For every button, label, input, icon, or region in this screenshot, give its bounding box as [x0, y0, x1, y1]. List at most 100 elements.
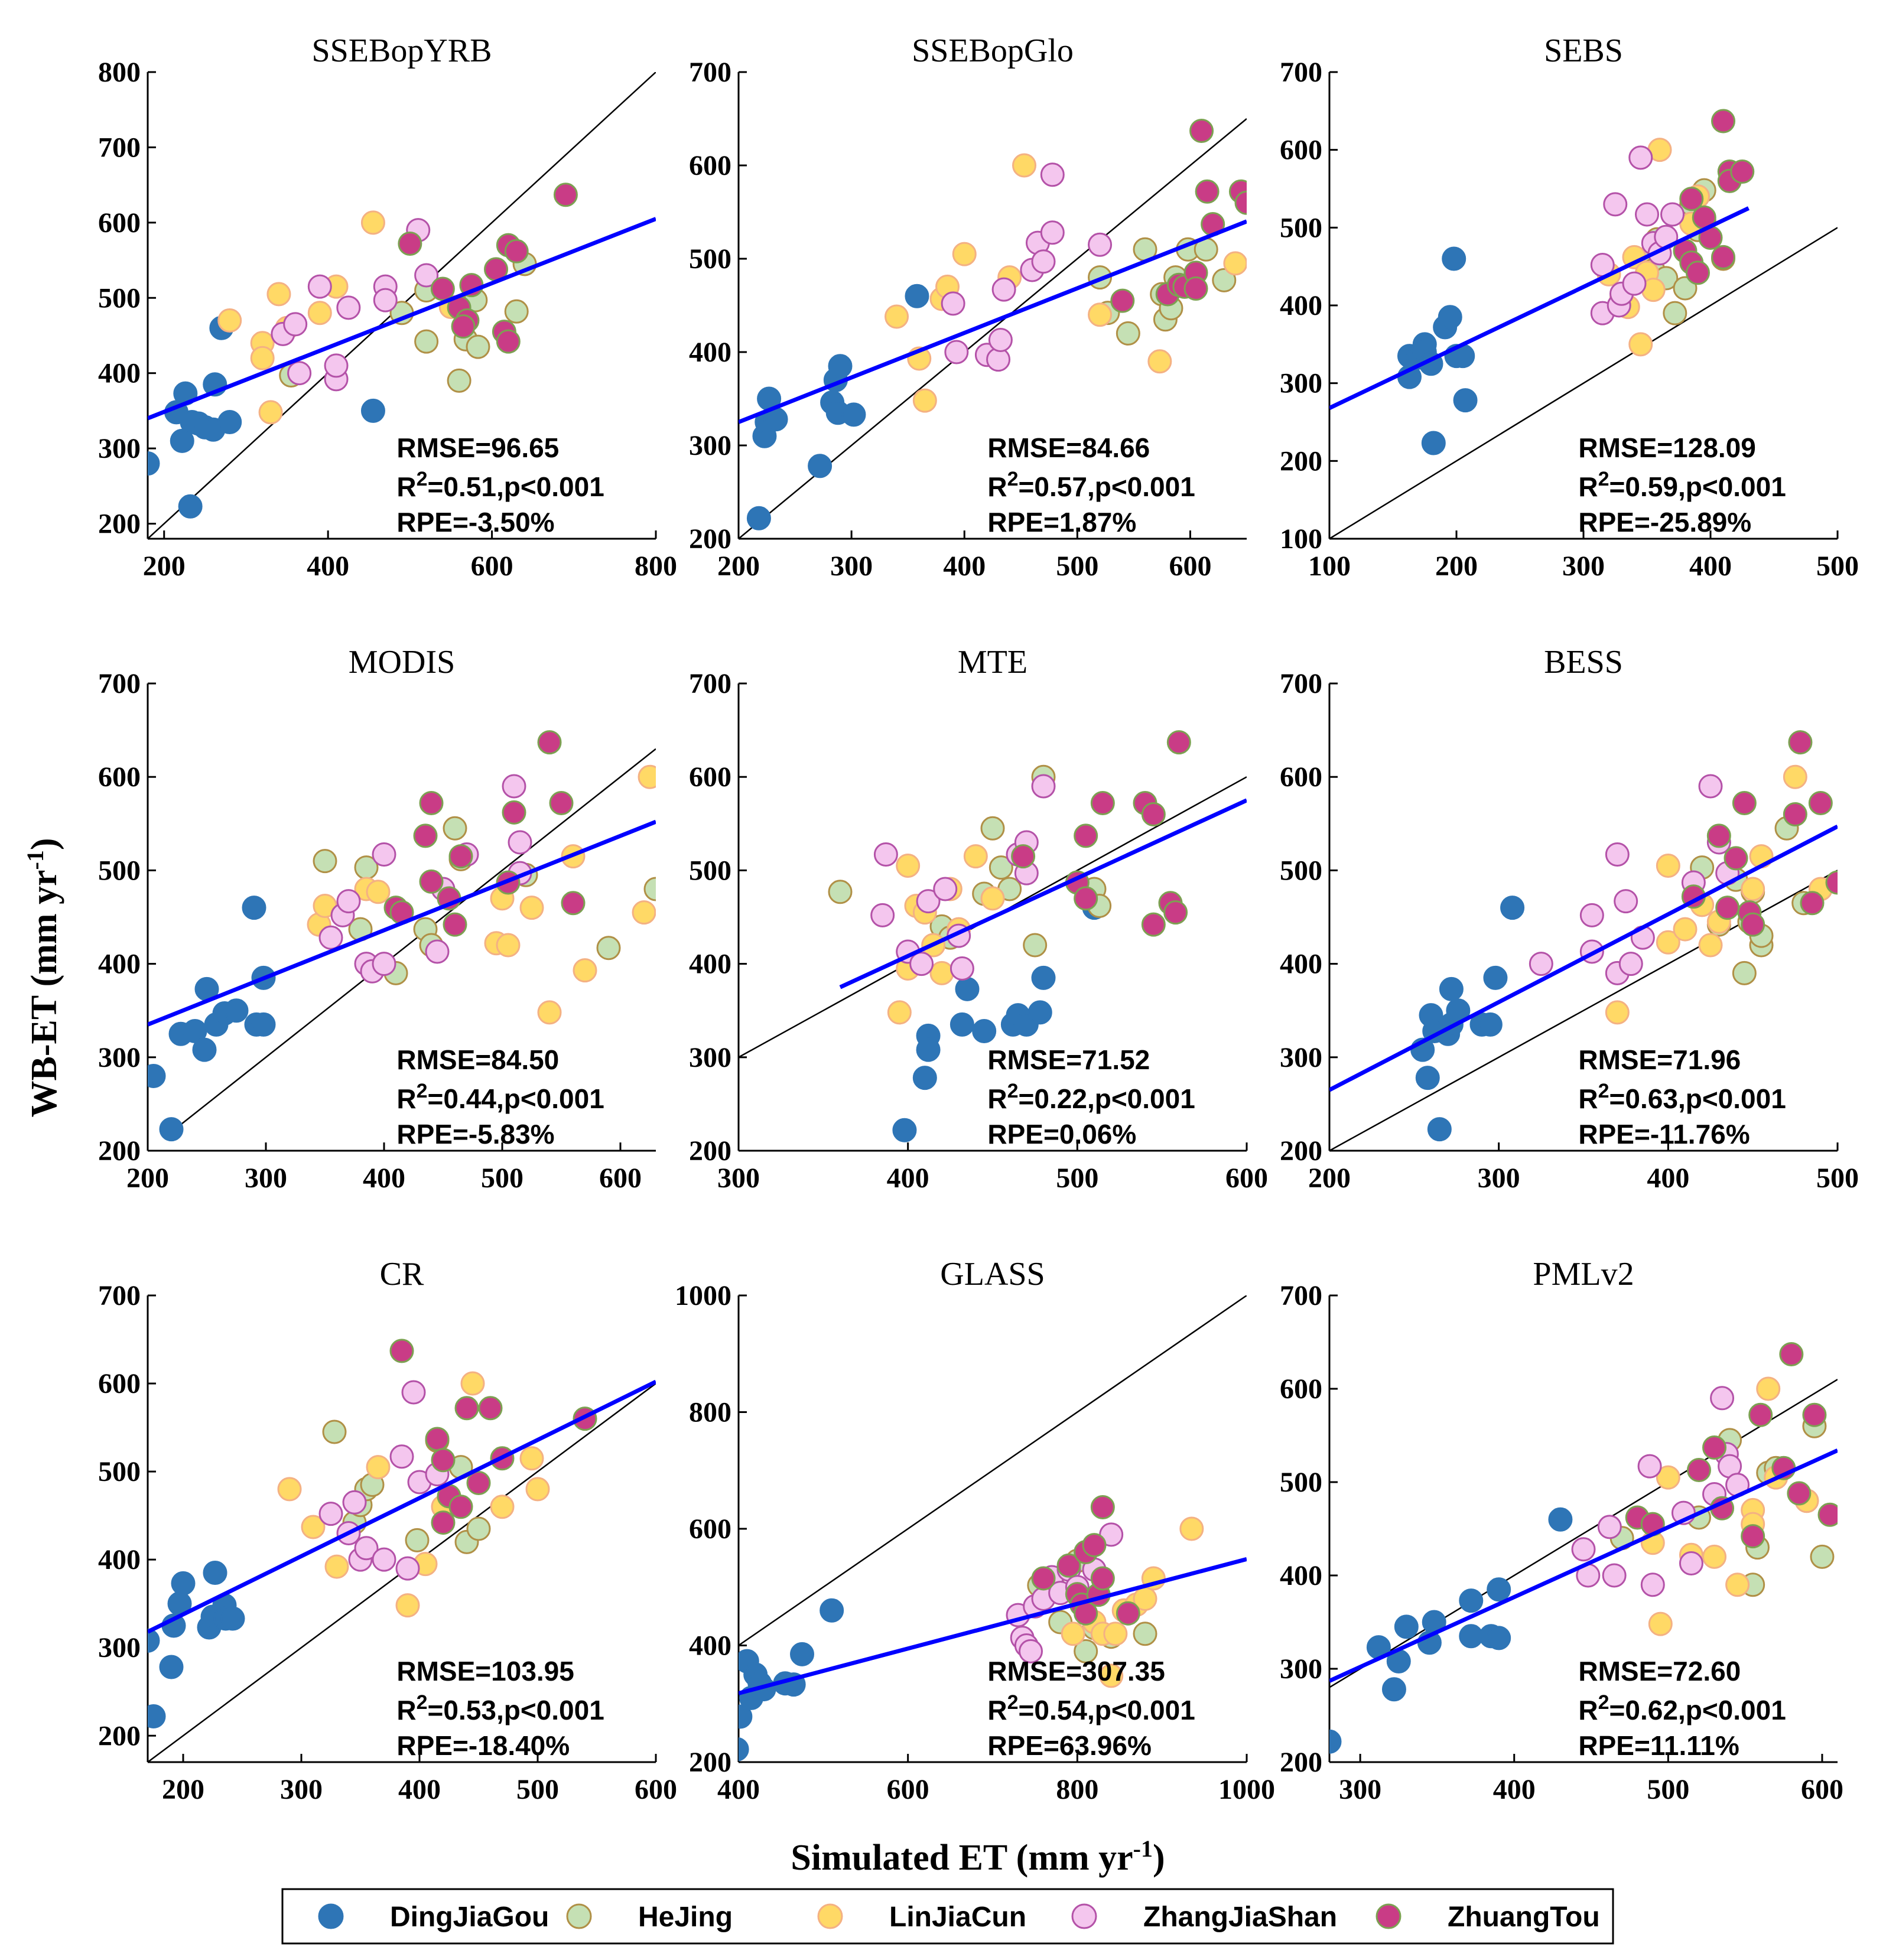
point-zhangjiashan	[1622, 271, 1647, 296]
y-tick-label: 700	[98, 668, 141, 699]
r2-suffix: =0.44,p<0.001	[428, 1083, 604, 1114]
point-zhangjiashan	[1605, 842, 1630, 867]
point-zhuangtou	[1141, 802, 1166, 826]
point-zhuangtou	[1189, 119, 1214, 144]
point-linjiacun	[519, 1446, 544, 1471]
x-tick-label: 600	[471, 551, 513, 582]
r2-superscript: 2	[1598, 468, 1609, 490]
r2-superscript: 2	[1007, 1080, 1019, 1102]
point-zhangjiashan	[395, 1556, 420, 1581]
point-zhuangtou	[443, 912, 467, 937]
r2-prefix: R	[987, 471, 1007, 502]
point-zhangjiashan	[1571, 1537, 1596, 1562]
point-zhangjiashan	[342, 1490, 367, 1515]
plot-area	[148, 72, 656, 539]
point-zhuangtou	[1011, 844, 1036, 869]
r2-suffix: =0.51,p<0.001	[428, 471, 604, 502]
y-tick-label: 300	[98, 433, 141, 464]
y-tick-label: 300	[1280, 1042, 1322, 1073]
rpe-text: RPE=0.06%	[987, 1119, 1136, 1150]
point-dingjiagou	[148, 451, 160, 476]
y-tick-label: 600	[98, 207, 141, 239]
r2-superscript: 2	[417, 1080, 428, 1102]
point-linjiacun	[1673, 917, 1698, 942]
x-tick-label: 300	[245, 1163, 287, 1194]
point-zhuangtou	[389, 1339, 414, 1363]
point-zhangjiashan	[354, 1536, 379, 1561]
point-hejing	[1732, 961, 1757, 985]
point-dingjiagou	[790, 1642, 814, 1666]
point-linjiacun	[1698, 933, 1723, 958]
r2-prefix: R	[987, 1083, 1007, 1114]
point-zhuangtou	[1715, 896, 1740, 920]
point-zhangjiashan	[373, 288, 398, 312]
point-dingjiagou	[148, 1628, 160, 1653]
y-tick-label: 400	[98, 949, 141, 980]
point-linjiacun	[250, 346, 275, 370]
point-zhangjiashan	[1603, 192, 1628, 217]
y-tick-label: 400	[98, 358, 141, 389]
point-dingjiagou	[203, 1561, 227, 1585]
x-tick-label: 300	[1478, 1163, 1520, 1194]
y-tick-label: 200	[1280, 1135, 1322, 1167]
y-tick-label: 500	[98, 1456, 141, 1487]
fit-line	[739, 219, 1247, 424]
point-zhuangtou	[1783, 802, 1807, 826]
y-tick-label: 400	[689, 1630, 731, 1662]
point-zhangjiashan	[372, 842, 396, 867]
rmse-text: RMSE=84.66	[987, 432, 1150, 463]
point-zhangjiashan	[508, 830, 532, 855]
point-dingjiagou	[916, 1037, 941, 1062]
fit-line	[839, 798, 1247, 989]
rmse-text: RMSE=71.52	[987, 1044, 1150, 1075]
point-zhuangtou	[1741, 1524, 1765, 1549]
one-to-one-line	[1329, 227, 1838, 539]
point-zhuangtou	[1686, 1457, 1711, 1482]
point-linjiacun	[952, 242, 977, 266]
point-dingjiagou	[251, 1012, 276, 1037]
point-dingjiagou	[828, 354, 853, 379]
point-zhuangtou	[1183, 276, 1208, 301]
point-linjiacun	[1147, 349, 1172, 374]
point-zhangjiashan	[324, 353, 349, 378]
x-tick-label: 600	[635, 1774, 677, 1805]
x-tick-label: 800	[635, 551, 677, 582]
plot-area	[1329, 109, 1838, 539]
point-zhuangtou	[1141, 912, 1166, 937]
plot-area	[1329, 730, 1838, 1151]
point-dingjiagou	[1487, 1577, 1511, 1602]
r2-suffix: =0.62,p<0.001	[1609, 1695, 1786, 1725]
panel-ssebopglo: SSEBopGlo 200 300 400 500 600 700 200 300 400 500 6…	[689, 32, 1247, 582]
point-zhuangtou	[1166, 730, 1191, 755]
point-hejing	[988, 855, 1013, 880]
y-tick-label: 300	[689, 430, 731, 461]
legend-label-zhuangtou: ZhuangTou	[1448, 1902, 1600, 1933]
point-linjiacun	[1702, 1544, 1727, 1569]
point-linjiacun	[912, 388, 937, 413]
point-hejing	[1133, 1622, 1157, 1646]
point-zhuangtou	[1825, 870, 1838, 895]
y-tick-label: 700	[1280, 1280, 1322, 1311]
point-linjiacun	[1605, 1000, 1630, 1025]
plot-area	[1329, 1342, 1838, 1754]
r2-suffix: =0.53,p<0.001	[428, 1695, 604, 1725]
point-dingjiagou	[171, 1571, 196, 1596]
panel-title: MTE	[958, 644, 1027, 681]
x-tick-label: 400	[887, 1163, 929, 1194]
point-dingjiagou	[972, 1019, 997, 1044]
x-tick-label: 200	[1435, 551, 1478, 582]
point-linjiacun	[1725, 1572, 1750, 1597]
point-zhuangtou	[398, 232, 422, 256]
point-zhuangtou	[1711, 109, 1735, 134]
rmse-text: RMSE=307.35	[987, 1656, 1165, 1686]
x-tick-label: 200	[143, 551, 186, 582]
legend-marker-zhuangtou	[1376, 1903, 1402, 1929]
r2-superscript: 2	[1007, 1691, 1019, 1714]
stats-block: RMSE=72.60 R2=0.62,p<0.001 RPE=11.11%	[1578, 1656, 1786, 1761]
r2-suffix: =0.63,p<0.001	[1609, 1083, 1786, 1114]
r2-prefix: R	[1578, 471, 1598, 502]
point-hejing	[1116, 321, 1140, 346]
y-tick-label: 700	[98, 132, 141, 163]
x-tick-label: 600	[887, 1774, 929, 1805]
